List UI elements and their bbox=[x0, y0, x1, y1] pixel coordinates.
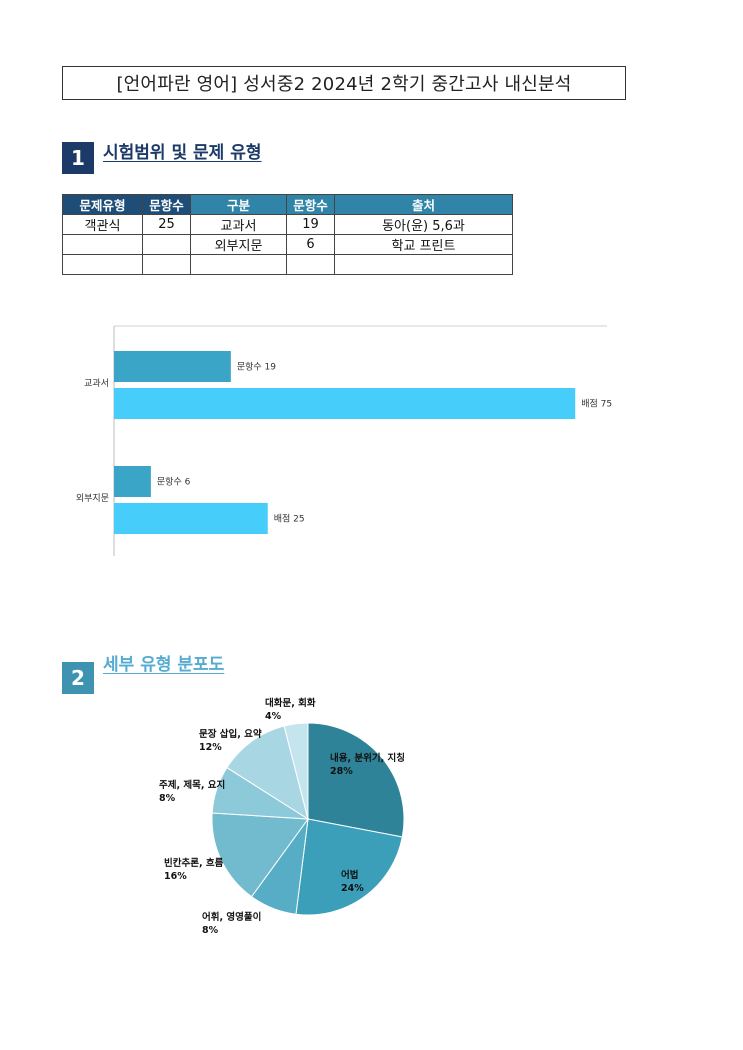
header-question-type: 문제유형 bbox=[62, 194, 143, 215]
table-cell: 19 bbox=[286, 214, 335, 235]
header-question-count: 문항수 bbox=[142, 194, 191, 215]
pie-slice-percent: 12% bbox=[199, 742, 222, 753]
section-2-heading: 2 세부 유형 분포도 bbox=[62, 650, 224, 694]
pie-slice-percent: 16% bbox=[164, 871, 187, 882]
table-cell bbox=[62, 254, 143, 275]
pie-slice-label: 어법 bbox=[341, 869, 358, 881]
bar-data-label: 문항수 19 bbox=[237, 362, 276, 373]
table-cell: 학교 프린트 bbox=[334, 234, 513, 255]
section-1-title: 시험범위 및 문제 유형 bbox=[103, 143, 262, 163]
category-label: 외부지문 bbox=[76, 492, 109, 504]
table-cell bbox=[142, 234, 191, 255]
exam-range-table: 문제유형 문항수 구분 문항수 출처 객관식 25 교과서 19 동아(윤) 5… bbox=[62, 194, 513, 275]
table-cell: 동아(윤) 5,6과 bbox=[334, 214, 513, 235]
table-cell bbox=[142, 254, 191, 275]
pie-slice-percent: 28% bbox=[330, 766, 353, 777]
pie-slice bbox=[283, 722, 309, 820]
table-row: 객관식 25 교과서 19 동아(윤) 5,6과 bbox=[62, 214, 513, 235]
table-cell: 외부지문 bbox=[190, 234, 287, 255]
pie-slice-label: 어휘, 영영풀이 bbox=[202, 911, 261, 923]
table-row bbox=[62, 254, 513, 275]
document-title: [언어파란 영어] 성서중2 2024년 2학기 중간고사 내신분석 bbox=[62, 66, 626, 100]
question-score-bar-chart: 교과서 문항수 19 배점 75 외부지문 문항수 6 배점 25 bbox=[76, 325, 612, 556]
pie-slice-percent: 24% bbox=[341, 883, 364, 894]
section-1-heading: 1 시험범위 및 문제 유형 bbox=[62, 138, 262, 174]
table-cell bbox=[190, 254, 287, 275]
header-source: 출처 bbox=[334, 194, 513, 215]
table-cell: 객관식 bbox=[62, 214, 143, 235]
bar-문항수-외부지문 bbox=[114, 466, 151, 497]
table-cell bbox=[62, 234, 143, 255]
section-2-number: 2 bbox=[62, 662, 94, 694]
pie-slice-percent: 8% bbox=[159, 793, 176, 804]
pie-slice-percent: 8% bbox=[202, 925, 219, 936]
pie-slice-label: 대화문, 회화 bbox=[265, 697, 316, 709]
pie-slice bbox=[307, 722, 405, 838]
table-header-row: 문제유형 문항수 구분 문항수 출처 bbox=[62, 194, 513, 215]
table-cell bbox=[286, 254, 335, 275]
pie-slice-label: 문장 삽입, 요약 bbox=[199, 728, 262, 740]
table-row: 외부지문 6 학교 프린트 bbox=[62, 234, 513, 255]
bar-data-label: 배점 25 bbox=[274, 513, 305, 525]
table-cell: 교과서 bbox=[190, 214, 287, 235]
category-label: 교과서 bbox=[84, 378, 109, 389]
question-type-pie-chart: 내용, 분위기, 지칭 28% 어법 24% 어휘, 영영풀이 8% 빈칸추론, 흐름 16%… bbox=[159, 697, 405, 936]
header-category-count: 문항수 bbox=[286, 194, 335, 215]
pie-slice bbox=[295, 818, 403, 916]
table-cell: 6 bbox=[286, 234, 335, 255]
table-cell bbox=[334, 254, 513, 275]
bar-data-label: 배점 75 bbox=[581, 398, 612, 410]
pie-slice-label: 주제, 제목, 요지 bbox=[159, 779, 225, 791]
section-1-number: 1 bbox=[62, 142, 94, 174]
bar-배점-교과서 bbox=[114, 388, 576, 419]
bar-data-label: 문항수 6 bbox=[157, 477, 191, 488]
pie-slice bbox=[211, 812, 309, 898]
pie-slice-label: 내용, 분위기, 지칭 bbox=[330, 752, 405, 764]
pie-slice-label: 빈칸추론, 흐름 bbox=[164, 857, 224, 869]
pie-slice-percent: 4% bbox=[265, 711, 282, 722]
header-category: 구분 bbox=[190, 194, 287, 215]
table-cell: 25 bbox=[142, 214, 191, 235]
pie-slice bbox=[226, 725, 309, 821]
bar-배점-외부지문 bbox=[114, 503, 268, 534]
section-2-title: 세부 유형 분포도 bbox=[103, 655, 225, 675]
bar-문항수-교과서 bbox=[114, 351, 231, 382]
